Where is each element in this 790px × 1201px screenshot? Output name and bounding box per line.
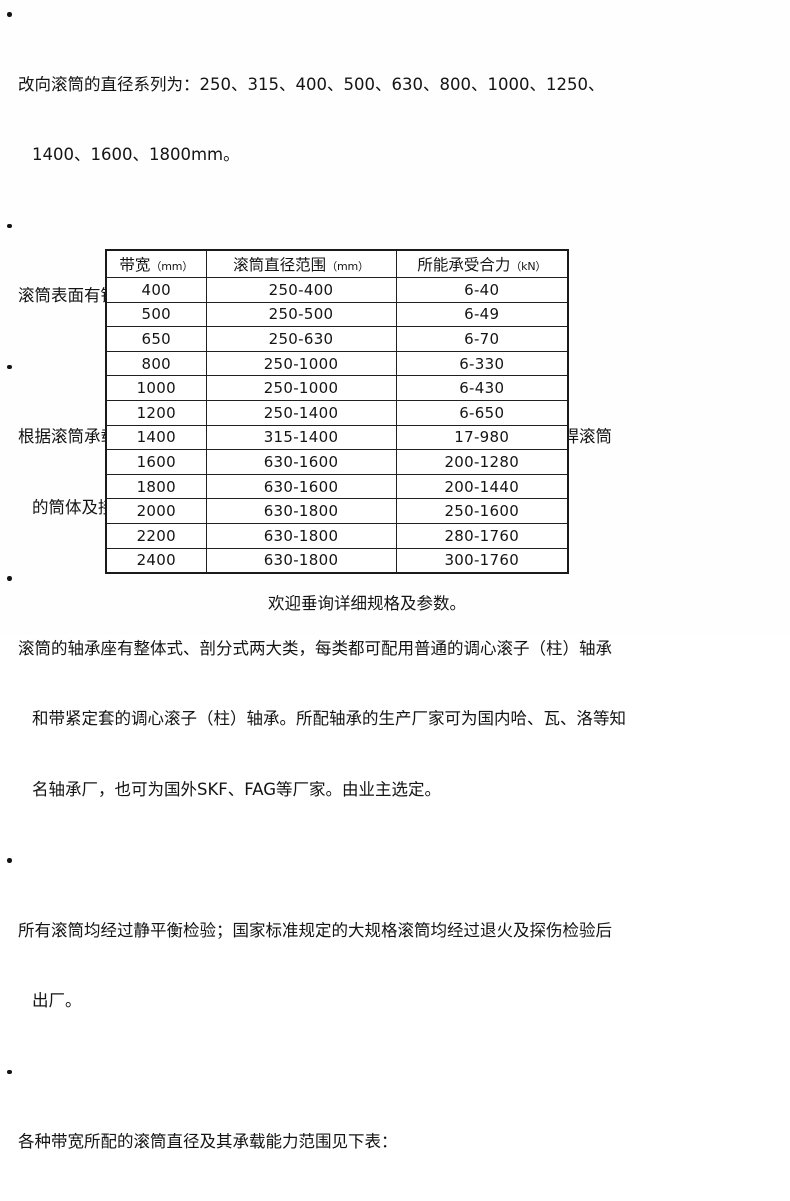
column-header-drum-diameter: 滚筒直径范围（mm）: [205, 249, 397, 278]
bullet-dot-icon: [7, 1069, 12, 1074]
column-header-belt-width: 带宽（mm）: [105, 249, 207, 278]
cell-belt-width: 1200: [105, 399, 207, 426]
bullet-line: 出厂。: [32, 991, 82, 1010]
table-row: 500 250-500 6-49: [105, 301, 569, 328]
bullet-dot-icon: [7, 12, 12, 17]
footer-note: 欢迎垂询详细规格及参数。: [268, 594, 466, 613]
cell-drum-diameter-range: 250-400: [205, 277, 397, 303]
table-row: 2000 630-1800 250-1600: [105, 498, 569, 524]
cell-load-capacity: 6-330: [395, 350, 569, 377]
bullet-line: 1400、1600、1800mm。: [32, 145, 240, 164]
cell-belt-width: 2200: [105, 522, 207, 549]
column-header-unit: （mm）: [150, 260, 194, 273]
cell-belt-width: 800: [105, 350, 207, 377]
cell-load-capacity: 6-70: [395, 326, 569, 352]
cell-load-capacity: 17-980: [395, 424, 569, 451]
bullet-line: 改向滚筒的直径系列为：250、315、400、500、630、800、1000、…: [18, 74, 605, 94]
table-row: 400 250-400 6-40: [105, 277, 569, 303]
table-row: 1200 250-1400 6-650: [105, 399, 569, 426]
column-header-label: 带宽: [119, 256, 151, 274]
table-header-row: 带宽（mm） 滚筒直径范围（mm） 所能承受合力（kN）: [105, 249, 569, 278]
table-row: 1400 315-1400 17-980: [105, 424, 569, 451]
cell-belt-width: 2400: [105, 547, 207, 574]
bullet-dot-icon: [7, 223, 12, 228]
bullet-line: 和带紧定套的调心滚子（柱）轴承。所配轴承的生产厂家可为国内哈、瓦、洛等知: [32, 709, 626, 728]
cell-belt-width: 1400: [105, 424, 207, 451]
cell-belt-width: 1800: [105, 473, 207, 500]
cell-drum-diameter-range: 630-1600: [205, 473, 397, 500]
table-row: 2200 630-1800 280-1760: [105, 522, 569, 549]
cell-load-capacity: 6-650: [395, 399, 569, 426]
cell-load-capacity: 6-49: [395, 301, 569, 328]
spec-table-container: 带宽（mm） 滚筒直径范围（mm） 所能承受合力（kN） 400 250-400…: [105, 249, 569, 575]
cell-belt-width: 1600: [105, 449, 207, 475]
cell-load-capacity: 200-1440: [395, 473, 569, 500]
cell-belt-width: 400: [105, 277, 207, 303]
cell-belt-width: 650: [105, 326, 207, 352]
cell-drum-diameter-range: 250-500: [205, 301, 397, 328]
column-header-label: 所能承受合力: [417, 256, 511, 274]
bullet-diameter-series: 改向滚筒的直径系列为：250、315、400、500、630、800、1000、…: [0, 2, 790, 214]
table-row: 1000 250-1000 6-430: [105, 375, 569, 401]
cell-load-capacity: 250-1600: [395, 498, 569, 524]
table-row: 800 250-1000 6-330: [105, 350, 569, 377]
page-root: 改向滚筒的直径系列为：250、315、400、500、630、800、1000、…: [0, 2, 790, 1151]
cell-drum-diameter-range: 630-1600: [205, 449, 397, 475]
column-header-label: 滚筒直径范围: [233, 256, 327, 274]
bullet-dot-icon: [7, 576, 12, 581]
cell-drum-diameter-range: 250-630: [205, 326, 397, 352]
table-header: 带宽（mm） 滚筒直径范围（mm） 所能承受合力（kN）: [105, 249, 569, 278]
cell-drum-diameter-range: 630-1800: [205, 498, 397, 524]
bullet-dot-icon: [7, 364, 12, 369]
cell-drum-diameter-range: 250-1000: [205, 375, 397, 401]
bullet-line: 名轴承厂，也可为国外SKF、FAG等厂家。由业主选定。: [32, 779, 442, 799]
table-body: 400 250-400 6-40 500 250-500 6-49 650 25…: [105, 277, 569, 574]
bullet-line: 各种带宽所配的滚筒直径及其承载能力范围见下表：: [18, 1132, 398, 1151]
bullet-balance-inspection: 所有滚筒均经过静平衡检验；国家标准规定的大规格滚筒均经过退火及探伤检验后 出厂。: [0, 848, 790, 1060]
table-row: 650 250-630 6-70: [105, 326, 569, 352]
cell-load-capacity: 6-430: [395, 375, 569, 401]
cell-load-capacity: 6-40: [395, 277, 569, 303]
cell-belt-width: 500: [105, 301, 207, 328]
table-row: 2400 630-1800 300-1760: [105, 547, 569, 574]
column-header-load-capacity: 所能承受合力（kN）: [395, 249, 569, 278]
cell-drum-diameter-range: 630-1800: [205, 522, 397, 549]
table-row: 1600 630-1600 200-1280: [105, 449, 569, 475]
cell-drum-diameter-range: 315-1400: [205, 424, 397, 451]
cell-drum-diameter-range: 630-1800: [205, 547, 397, 574]
column-header-unit: （kN）: [510, 260, 547, 273]
cell-load-capacity: 300-1760: [395, 547, 569, 574]
bullet-line: 滚筒的轴承座有整体式、剖分式两大类，每类都可配用普通的调心滚子（柱）轴承: [18, 638, 612, 658]
column-header-unit: （mm）: [326, 260, 369, 273]
cell-drum-diameter-range: 250-1000: [205, 350, 397, 377]
bullet-dot-icon: [7, 858, 12, 863]
cell-load-capacity: 200-1280: [395, 449, 569, 475]
bullet-line: 所有滚筒均经过静平衡检验；国家标准规定的大规格滚筒均经过退火及探伤检验后: [18, 920, 612, 940]
spec-table: 带宽（mm） 滚筒直径范围（mm） 所能承受合力（kN） 400 250-400…: [105, 249, 569, 575]
cell-belt-width: 1000: [105, 375, 207, 401]
table-row: 1800 630-1600 200-1440: [105, 473, 569, 500]
bullet-table-intro: 各种带宽所配的滚筒直径及其承载能力范围见下表：: [0, 1060, 790, 1201]
cell-drum-diameter-range: 250-1400: [205, 399, 397, 426]
cell-belt-width: 2000: [105, 498, 207, 524]
cell-load-capacity: 280-1760: [395, 522, 569, 549]
